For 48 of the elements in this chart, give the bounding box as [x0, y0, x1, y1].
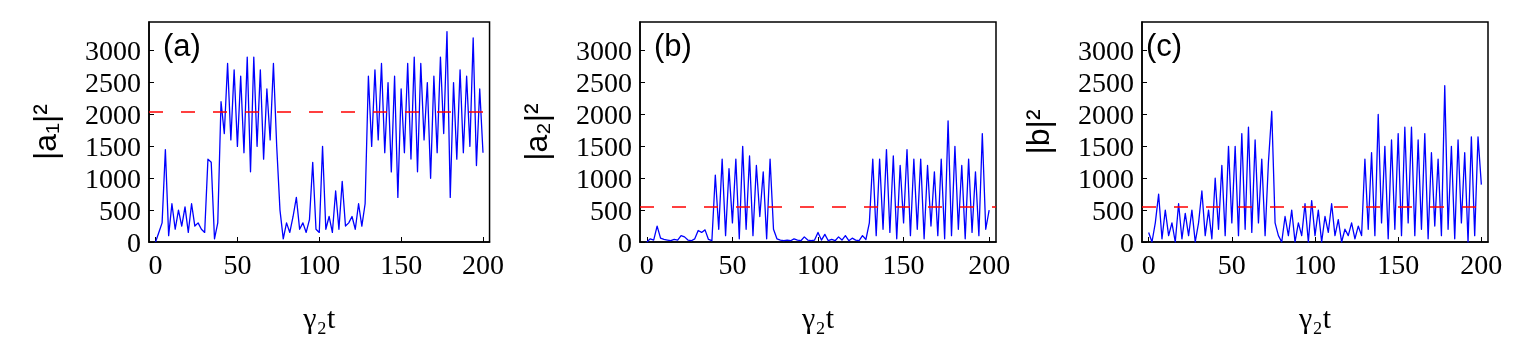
y-tick-label: 1500 [576, 130, 632, 162]
y-tick-label: 1000 [576, 162, 632, 194]
x-axis-title: γ₂t [1297, 300, 1332, 334]
line-series [646, 120, 990, 243]
x-tick-label: 50 [1217, 248, 1246, 280]
y-tick-label: 0 [1120, 226, 1134, 258]
y-axis-title: |a₁|² [27, 103, 63, 160]
x-axis-title: γ₂t [302, 300, 336, 334]
x-tick-label: 150 [882, 248, 925, 280]
y-tick-label: 3000 [576, 35, 632, 67]
x-tick-label: 200 [462, 248, 504, 280]
y-tick-label: 1500 [85, 130, 141, 162]
line-series [154, 30, 484, 243]
x-tick-label: 50 [223, 248, 252, 280]
y-tick-label: 2500 [85, 67, 141, 99]
x-tick-label: 100 [298, 248, 341, 280]
y-tick-label: 3000 [1078, 35, 1134, 67]
line-series [1148, 85, 1482, 243]
y-tick-label: 500 [1092, 194, 1134, 226]
annotation: (b) [654, 28, 692, 63]
y-axis-title: |b|² [1020, 109, 1056, 155]
x-tick-label: 100 [1294, 248, 1336, 280]
y-tick-label: 2000 [1078, 98, 1134, 130]
y-tick-label: 500 [99, 194, 141, 226]
x-tick-label: 200 [1460, 248, 1503, 280]
x-tick-label: 0 [639, 248, 654, 280]
y-tick-label: 0 [618, 226, 632, 258]
y-tick-label: 0 [127, 226, 141, 258]
x-tick-label: 200 [968, 248, 1011, 280]
y-tick-label: 2500 [1078, 67, 1134, 99]
x-tick-label: 0 [148, 248, 163, 280]
x-tick-label: 0 [1141, 248, 1156, 280]
annotation: (a) [163, 28, 201, 63]
x-tick-label: 150 [1377, 248, 1420, 280]
y-tick-label: 500 [590, 194, 632, 226]
y-tick-label: 1500 [1078, 130, 1134, 162]
y-tick-label: 2000 [85, 98, 141, 130]
annotation: (c) [1146, 28, 1183, 63]
x-tick-label: 100 [797, 248, 839, 280]
y-tick-label: 2500 [576, 67, 632, 99]
y-axis-title: |a₂|² [518, 102, 554, 161]
y-tick-label: 1000 [85, 162, 141, 194]
y-tick-label: 2000 [576, 98, 632, 130]
x-axis-title: γ₂t [800, 300, 835, 334]
y-tick-label: 3000 [85, 35, 141, 67]
y-tick-label: 1000 [1078, 162, 1134, 194]
x-tick-label: 50 [718, 248, 747, 280]
x-tick-label: 150 [380, 248, 423, 280]
